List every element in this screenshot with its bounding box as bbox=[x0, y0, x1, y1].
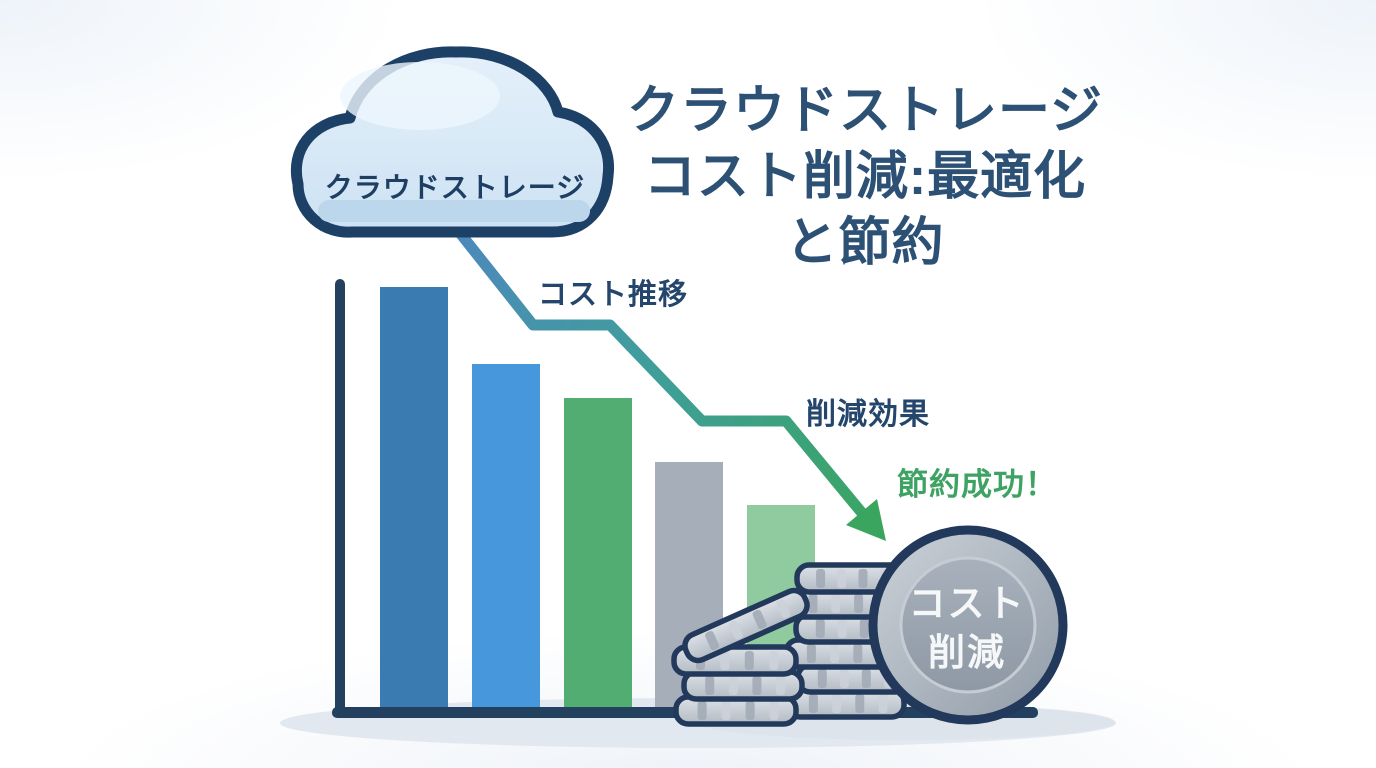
coin-icon bbox=[682, 587, 810, 664]
coin-stripe bbox=[769, 701, 779, 720]
coin-stripe bbox=[853, 644, 863, 663]
coin-stripe bbox=[837, 619, 847, 638]
coin-stripe bbox=[752, 676, 762, 695]
coin-stripe bbox=[839, 669, 849, 688]
coin-stripe bbox=[859, 619, 869, 638]
coin-stripe bbox=[808, 594, 818, 613]
page-title: クラウドストレージ コスト削減:最適化 と節約 bbox=[615, 78, 1115, 276]
page-title-line-1: クラウドストレージ bbox=[627, 82, 1103, 140]
label-reduction-effect: 削減効果 bbox=[806, 398, 930, 431]
big-coin-inner bbox=[899, 556, 1037, 694]
bar-chart-bars bbox=[380, 287, 815, 714]
arrow-head-icon bbox=[846, 499, 886, 541]
coin-stripe bbox=[831, 594, 841, 613]
y-axis bbox=[335, 279, 345, 717]
big-coin-label-line-1: コスト bbox=[908, 583, 1026, 624]
big-coin-icon bbox=[868, 525, 1068, 725]
coin-stripe bbox=[697, 701, 707, 720]
bar-1 bbox=[380, 287, 448, 714]
coin-stripe bbox=[878, 694, 888, 713]
coin-stripe bbox=[817, 669, 827, 688]
page-title-line-2: コスト削減:最適化 bbox=[643, 148, 1087, 206]
coin-stripe bbox=[855, 694, 865, 713]
coin-stripe bbox=[830, 644, 840, 663]
coin-icon bbox=[681, 669, 805, 702]
cloud-bottom-shade bbox=[318, 200, 590, 222]
coin-stripe bbox=[720, 651, 730, 670]
coin-stripe bbox=[745, 701, 755, 720]
page-title-line-3: と節約 bbox=[785, 214, 945, 272]
coin-stripe bbox=[858, 569, 868, 588]
coin-stripe bbox=[776, 676, 785, 695]
coin-stripe bbox=[837, 569, 847, 588]
coin-stripe bbox=[721, 701, 731, 720]
coin-stripe bbox=[752, 609, 767, 629]
coin-stripe bbox=[816, 569, 826, 588]
cloud-highlight bbox=[340, 62, 500, 130]
cloud-icon bbox=[291, 46, 615, 238]
label-saving-success: 節約成功！ bbox=[897, 467, 1057, 502]
big-coin-label: コスト 削減 bbox=[902, 579, 1032, 677]
coin-stripe bbox=[808, 694, 818, 713]
coin-icon bbox=[673, 694, 799, 727]
trend-line bbox=[450, 222, 868, 519]
coin-stripe bbox=[861, 669, 871, 688]
bar-3 bbox=[564, 398, 632, 714]
coin-stripe bbox=[728, 676, 738, 695]
coin-stripe bbox=[728, 620, 743, 640]
big-coin-label-line-2: 削減 bbox=[928, 632, 1006, 673]
trend-arrow bbox=[450, 222, 886, 541]
cloud-label: クラウドストレージ bbox=[324, 172, 586, 203]
coin-stripe bbox=[769, 651, 779, 670]
coin-stripe bbox=[815, 619, 825, 638]
coin-stripe bbox=[832, 694, 842, 713]
coin-stripe bbox=[705, 676, 715, 695]
label-cost-trend: コスト推移 bbox=[538, 279, 689, 311]
coin-stripe bbox=[776, 599, 791, 619]
coin-stripe bbox=[744, 651, 754, 670]
bar-2 bbox=[472, 364, 540, 714]
coin-stripe bbox=[854, 594, 864, 613]
coin-stripe bbox=[806, 644, 816, 663]
coin-stripe bbox=[705, 631, 720, 651]
